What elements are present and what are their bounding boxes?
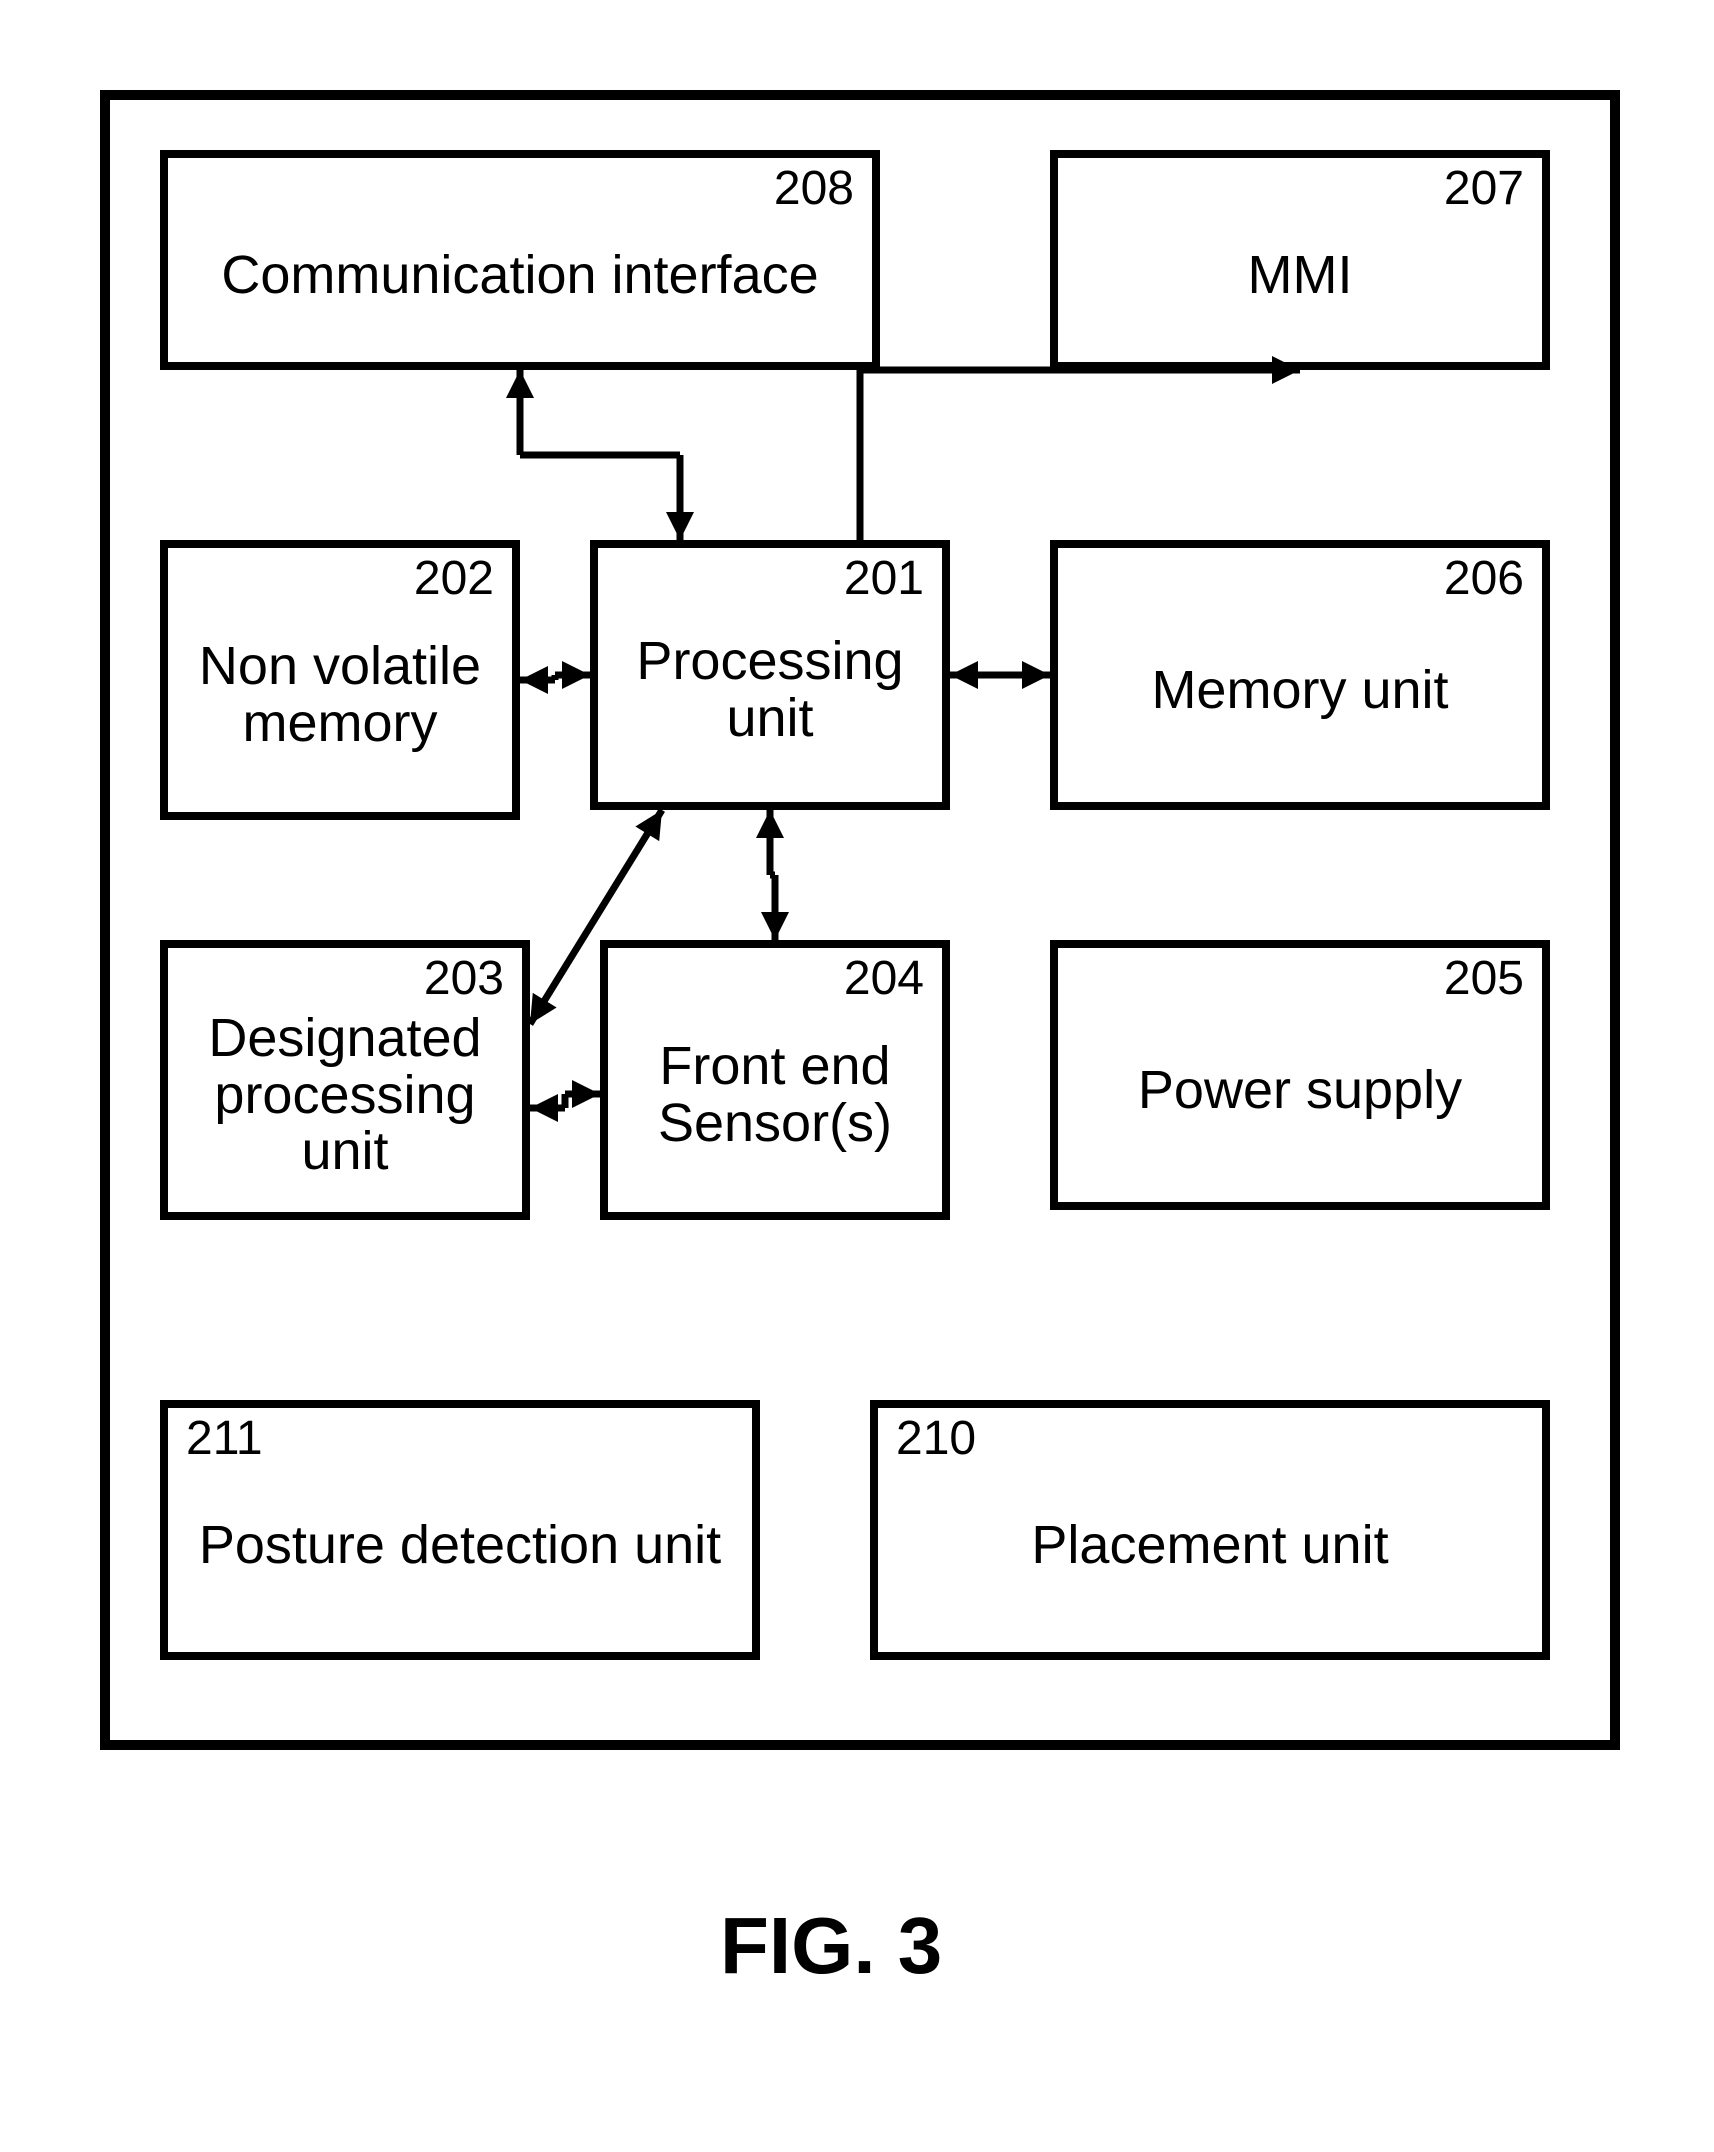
block-power-label-line: Power supply [1138, 1062, 1462, 1119]
block-frontend-ref: 204 [844, 954, 924, 1004]
block-nvmem-ref: 202 [414, 554, 494, 604]
figure-caption: FIG. 3 [720, 1900, 942, 1992]
block-desig-label-line: Designated [178, 1010, 512, 1067]
block-placement: 210 Placement unit [870, 1400, 1550, 1660]
block-frontend: 204 Front endSensor(s) [600, 940, 950, 1220]
block-desig-label-line: processing unit [178, 1067, 512, 1180]
block-nvmem: 202 Non volatilememory [160, 540, 520, 820]
block-mmi-label-line: MMI [1248, 247, 1353, 304]
block-proc-label: Processing unit [598, 633, 942, 746]
block-proc-label-line: Processing unit [608, 633, 932, 746]
block-proc-ref: 201 [844, 554, 924, 604]
block-placement-label-line: Placement unit [1031, 1517, 1388, 1574]
block-comm-label-line: Communication interface [221, 247, 818, 304]
block-posture-label-line: Posture detection unit [199, 1517, 721, 1574]
block-posture-ref: 211 [186, 1414, 263, 1464]
block-memunit-ref: 206 [1444, 554, 1524, 604]
block-posture-label: Posture detection unit [189, 1517, 731, 1574]
block-power-label: Power supply [1128, 1062, 1472, 1119]
block-frontend-label-line: Sensor(s) [658, 1095, 892, 1152]
block-desig: 203 Designatedprocessing unit [160, 940, 530, 1220]
block-memunit-label: Memory unit [1141, 662, 1458, 719]
block-mmi-label: MMI [1238, 247, 1363, 304]
block-comm: 208 Communication interface [160, 150, 880, 370]
block-mmi-ref: 207 [1444, 164, 1524, 214]
block-mmi: 207 MMI [1050, 150, 1550, 370]
block-frontend-label-line: Front end [658, 1038, 892, 1095]
block-comm-ref: 208 [774, 164, 854, 214]
block-nvmem-label-line: memory [199, 695, 481, 752]
block-placement-label: Placement unit [1021, 1517, 1398, 1574]
block-frontend-label: Front endSensor(s) [648, 1038, 902, 1151]
block-nvmem-label: Non volatilememory [189, 638, 491, 751]
block-nvmem-label-line: Non volatile [199, 638, 481, 695]
block-desig-label: Designatedprocessing unit [168, 1010, 522, 1180]
block-placement-ref: 210 [896, 1414, 976, 1464]
block-memunit-label-line: Memory unit [1151, 662, 1448, 719]
block-comm-label: Communication interface [211, 247, 828, 304]
block-proc: 201 Processing unit [590, 540, 950, 810]
block-posture: 211 Posture detection unit [160, 1400, 760, 1660]
block-desig-ref: 203 [424, 954, 504, 1004]
block-power-ref: 205 [1444, 954, 1524, 1004]
block-power: 205 Power supply [1050, 940, 1550, 1210]
block-memunit: 206 Memory unit [1050, 540, 1550, 810]
